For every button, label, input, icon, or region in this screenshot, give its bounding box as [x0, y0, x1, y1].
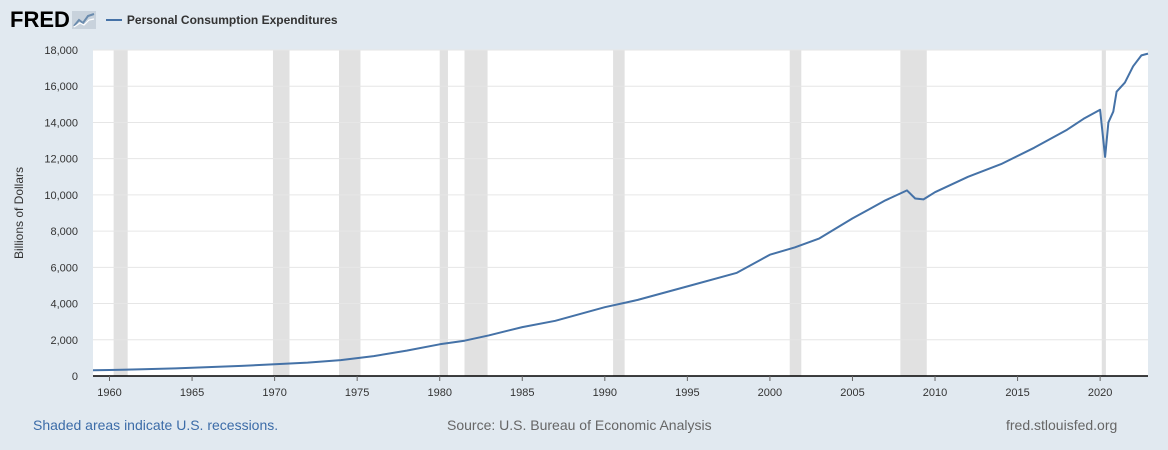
site-link[interactable]: fred.stlouisfed.org [1006, 417, 1118, 433]
fred-logo[interactable]: FRED [10, 9, 96, 31]
x-tick-label: 2020 [1088, 387, 1112, 399]
recession-note[interactable]: Shaded areas indicate U.S. recessions. [33, 417, 279, 433]
recession-band [113, 50, 128, 376]
x-tick-label: 2000 [758, 387, 782, 399]
legend-label: Personal Consumption Expenditures [126, 13, 338, 27]
y-tick-label: 10,000 [44, 190, 78, 202]
recession-band [339, 50, 361, 376]
y-tick-label: 6,000 [50, 262, 78, 274]
recession-band [613, 50, 625, 376]
y-tick-label: 0 [72, 371, 78, 383]
x-tick-label: 2005 [840, 387, 864, 399]
x-tick-label: 1970 [262, 387, 286, 399]
chart-header: FRED Personal Consumption Expenditures [10, 7, 338, 33]
recession-band [464, 50, 488, 376]
y-tick-label: 16,000 [44, 81, 78, 93]
logo-text: FRED [10, 7, 70, 32]
y-tick-label: 4,000 [50, 299, 78, 311]
series-line [92, 52, 1149, 372]
x-tick-label: 1975 [345, 387, 369, 399]
recession-band [439, 50, 448, 376]
recession-band [900, 50, 927, 376]
legend-swatch [105, 19, 122, 21]
y-tick-label: 18,000 [44, 45, 78, 57]
y-tick-label: 2,000 [50, 335, 78, 347]
x-tick-label: 1995 [675, 387, 699, 399]
y-tick-label: 12,000 [44, 154, 78, 166]
x-tick-label: 2015 [1005, 387, 1029, 399]
line-chart: 0 2,000 4,000 6,000 8,000 10,000 12,000 14,000 1… [12, 45, 1149, 399]
source-note[interactable]: Source: U.S. Bureau of Economic Analysis [447, 417, 712, 433]
line-chart-icon [71, 11, 96, 29]
x-tick-label: 1980 [427, 387, 451, 399]
y-tick-label: 14,000 [44, 117, 78, 129]
y-axis-label: Billions of Dollars [12, 167, 26, 259]
y-tick-label: 8,000 [50, 226, 78, 238]
recession-band [272, 50, 290, 376]
x-tick-label: 2010 [923, 387, 947, 399]
recession-band [789, 50, 802, 376]
recession-band [1101, 50, 1106, 376]
x-tick-label: 1960 [97, 387, 121, 399]
x-tick-label: 1990 [593, 387, 617, 399]
legend: Personal Consumption Expenditures [105, 13, 338, 27]
x-tick-label: 1985 [510, 387, 534, 399]
x-tick-label: 1965 [180, 387, 204, 399]
